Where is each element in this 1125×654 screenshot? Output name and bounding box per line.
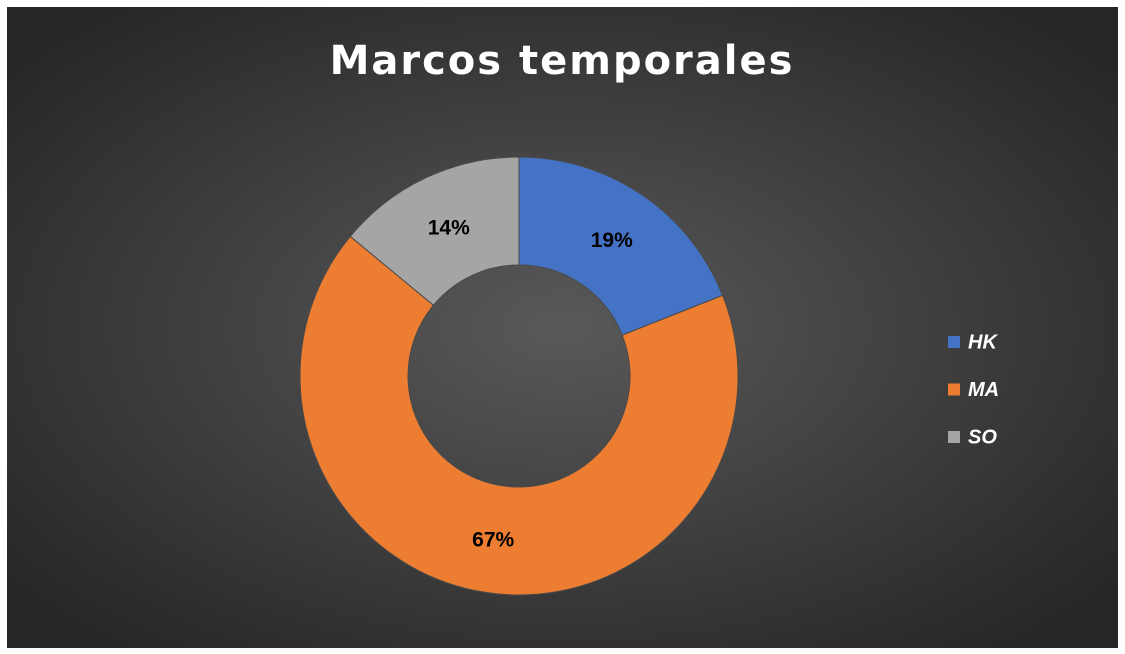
- legend-label: MA: [968, 379, 999, 401]
- legend-label: SO: [968, 426, 997, 448]
- donut-slice: [349, 156, 520, 306]
- data-label: 14%: [428, 216, 470, 239]
- legend-label: HK: [968, 331, 998, 353]
- donut-slice: [518, 156, 724, 336]
- chart-title: Marcos temporales: [330, 38, 795, 84]
- donut-slice: [299, 235, 739, 596]
- data-label: 19%: [591, 229, 633, 252]
- legend-swatch: [948, 336, 960, 348]
- legend-swatch: [948, 383, 960, 396]
- data-label: 67%: [472, 529, 514, 552]
- legend-swatch: [948, 431, 960, 443]
